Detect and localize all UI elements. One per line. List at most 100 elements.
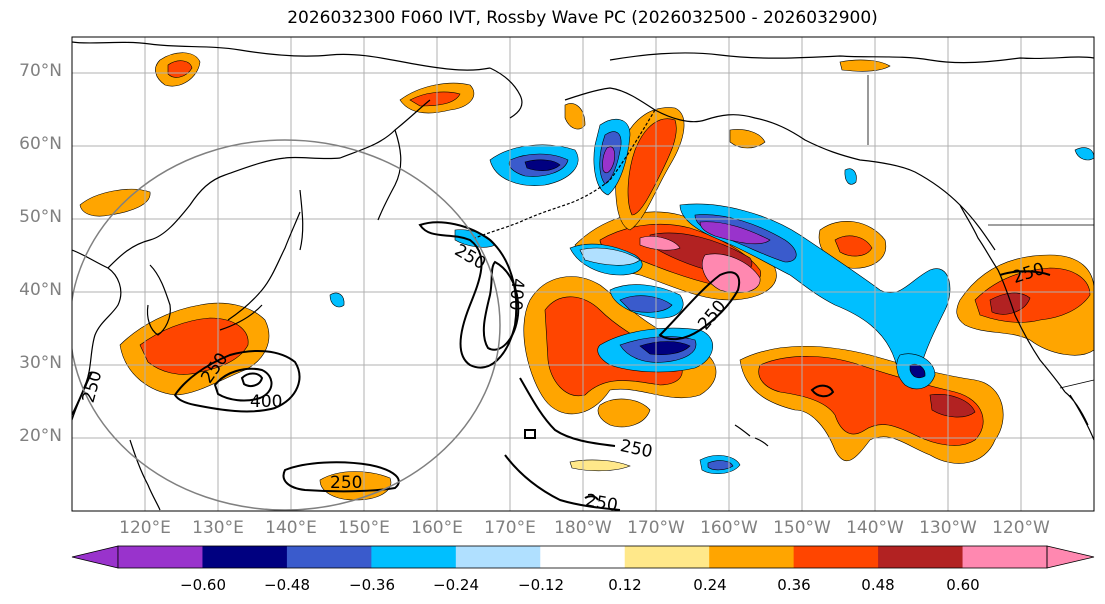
- colorbar-tick-label: 0.36: [777, 576, 811, 594]
- lon-label-170w: 170°W: [627, 518, 685, 538]
- coastline-korea: [146, 264, 171, 336]
- ivt-contour-250-japan: [173, 350, 301, 413]
- colorbar-tick-label: −0.48: [264, 576, 310, 594]
- ivt-contour-inner-japan: [240, 372, 264, 387]
- lat-label-40n: 40°N: [19, 280, 62, 300]
- coastline-alaska-south: [654, 109, 996, 251]
- positive-anomaly-manchuria: [79, 189, 151, 217]
- lon-label-150w: 150°W: [773, 518, 831, 538]
- negative-anomaly-gulf-small: [844, 168, 857, 185]
- coastline-alaska-north: [609, 52, 931, 61]
- colorbar-segment: [793, 546, 879, 568]
- lon-label-160w: 160°W: [700, 518, 758, 538]
- ivt-contour-250-ne-pacific: [658, 271, 740, 341]
- colorbar-tick-label: −0.12: [518, 576, 564, 594]
- ivt-contour-250-west-coast: [999, 270, 1051, 276]
- contour-label: 400: [250, 392, 282, 412]
- positive-anomaly-hawaii: [597, 398, 651, 428]
- coastline-kamchatka: [377, 129, 402, 221]
- colorbar-frame: [117, 545, 1048, 569]
- positive-anomaly-alaska-north: [839, 59, 891, 72]
- colorbar-tick-label: −0.36: [349, 576, 395, 594]
- positive-anomaly-gulf-alaska-east-core: [834, 235, 873, 257]
- ivt-contour-400-central-pacific: [482, 260, 520, 351]
- lat-label-60n: 60°N: [19, 134, 62, 154]
- colorbar-extend-low: [71, 545, 119, 569]
- colorbar-tick-label: 0.60: [946, 576, 980, 594]
- ivt-contour-small-lower: [584, 495, 599, 501]
- ivt-contour-250-south-floor: [504, 454, 621, 511]
- coastline-us-west: [997, 269, 1066, 393]
- lon-label-150e: 150°E: [338, 518, 390, 538]
- colorbar-tick-label: −0.60: [180, 576, 226, 594]
- negative-anomaly-gulf-alaska-band: [679, 203, 951, 379]
- ivt-contour-250-west-edge: [72, 371, 93, 416]
- negative-anomaly-central-light: [579, 247, 641, 266]
- lat-label-50n: 50°N: [19, 207, 62, 227]
- negative-anomaly-central-core: [619, 295, 673, 313]
- positive-anomaly-japan-core: [139, 317, 249, 375]
- contour-label: 250: [584, 491, 619, 516]
- coastline-canada-arctic: [929, 56, 1094, 64]
- ivt-contour-250-central-pacific: [418, 221, 518, 369]
- lon-label-130e: 130°E: [192, 518, 244, 538]
- lon-label-160e: 160°E: [411, 518, 463, 538]
- colorbar-segment: [371, 546, 457, 568]
- coastline-baja: [1064, 391, 1094, 441]
- positive-anomaly-bering: [564, 103, 586, 130]
- negative-anomaly-japan-sea: [329, 292, 345, 308]
- contour-label: 250: [330, 473, 362, 493]
- political-borders: [867, 75, 1094, 389]
- lon-label-120w: 120°W: [992, 518, 1050, 538]
- colorbar: [71, 545, 1095, 569]
- colorbar-segment: [540, 546, 626, 568]
- positive-anomaly-pink: [701, 253, 761, 293]
- negative-anomaly-subtropics-navy: [639, 341, 691, 356]
- negative-anomaly-canada: [1074, 147, 1094, 161]
- colorbar-tick-label: 0.12: [608, 576, 642, 594]
- ivt-contour-400-japan: [213, 367, 273, 402]
- coastline-siberia-north: [72, 41, 491, 71]
- ivt-contour-250-south-east: [519, 377, 616, 447]
- lon-label-130w: 130°W: [919, 518, 977, 538]
- negative-anomaly-south-small-core: [707, 460, 734, 471]
- colorbar-segment: [624, 546, 710, 568]
- negative-anomaly-gulf-alaska-purple: [699, 221, 771, 245]
- coastline-chukotka: [489, 67, 523, 119]
- coastline-sakhalin: [299, 189, 304, 251]
- colorbar-segment: [878, 546, 964, 568]
- contour-label: 400: [505, 277, 528, 311]
- coastline-manchuria-coast: [107, 174, 226, 269]
- colorbar-tick-label: −0.24: [433, 576, 479, 594]
- ivt-contour-small-box: [524, 429, 536, 439]
- colorbar-segment: [202, 546, 288, 568]
- coastlines: [72, 41, 1094, 511]
- rossby-wave-shading: [79, 52, 1094, 501]
- lat-lon-gridlines: [72, 37, 1094, 511]
- colorbar-segment: [286, 546, 372, 568]
- positive-anomaly-alaska-arm-core: [627, 118, 677, 216]
- map-title: 2026032300 F060 IVT, Rossby Wave PC (202…: [287, 8, 878, 28]
- coastline-bc: [959, 204, 999, 271]
- lat-label-70n: 70°N: [19, 61, 62, 81]
- map-frame: [71, 36, 1095, 512]
- negative-anomaly-alaska-vertical-purple: [602, 146, 615, 174]
- lat-label-30n: 30°N: [19, 353, 62, 373]
- positive-anomaly-west-coast-dark: [989, 292, 1031, 315]
- coastline-japan: [219, 211, 301, 331]
- positive-anomaly-pink-west: [639, 236, 681, 251]
- colorbar-segment: [709, 546, 795, 568]
- lon-label-120e: 120°E: [119, 518, 171, 538]
- positive-anomaly-south-center: [319, 471, 392, 501]
- colorbar-segment: [455, 546, 541, 568]
- lon-label-180w: 180°W: [554, 518, 612, 538]
- colorbar-segment: [962, 546, 1048, 568]
- colorbar-tick-label: 0.48: [861, 576, 895, 594]
- border-us-mexico: [1059, 379, 1094, 389]
- negative-anomaly-bering-navy: [524, 159, 561, 171]
- coastline-hawaii: [734, 424, 769, 447]
- coastline-philippines: [129, 439, 161, 511]
- ivt-contour-small-east: [810, 384, 835, 398]
- lat-label-20n: 20°N: [19, 426, 62, 446]
